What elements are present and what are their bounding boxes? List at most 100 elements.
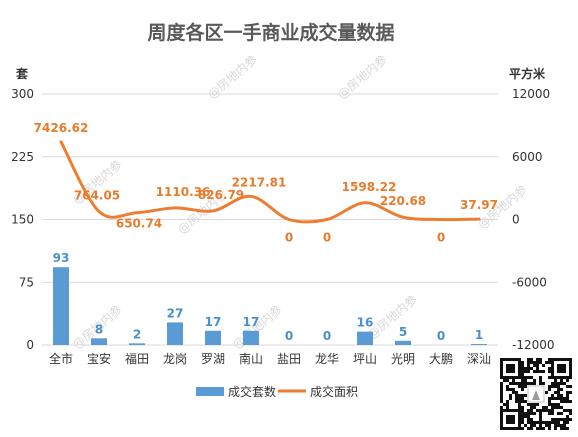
left-axis-unit: 套 — [15, 66, 29, 81]
qr-module — [509, 382, 512, 385]
qr-module — [521, 370, 524, 373]
line-label-11: 37.97 — [460, 198, 498, 212]
qr-module — [506, 388, 509, 391]
qr-module — [554, 424, 557, 427]
qr-module — [533, 421, 536, 424]
qr-module — [530, 382, 533, 385]
x-tick-label-2: 福田 — [125, 351, 149, 366]
qr-module — [542, 409, 545, 412]
qr-module — [554, 379, 557, 382]
qr-module — [521, 388, 524, 391]
qr-code — [498, 356, 574, 432]
qr-module — [518, 403, 521, 406]
qr-module — [557, 424, 560, 427]
qr-module — [521, 364, 524, 367]
qr-module — [524, 394, 527, 397]
qr-module — [554, 403, 557, 406]
qr-module — [521, 418, 524, 421]
qr-module — [560, 412, 563, 415]
qr-module — [551, 406, 554, 409]
qr-module — [509, 397, 512, 400]
legend-label-bar: 成交套数 — [228, 384, 276, 399]
bar-series: 93 8 2 27 17 17 0 0 16 5 0 1 — [53, 251, 487, 345]
qr-module — [548, 367, 551, 370]
x-tick-label-4: 罗湖 — [201, 351, 225, 366]
qr-module — [545, 421, 548, 424]
bar-8 — [357, 331, 373, 345]
qr-module — [536, 361, 539, 364]
qr-module — [563, 424, 566, 427]
qr-module — [521, 400, 524, 403]
bar-3 — [167, 322, 183, 345]
qr-finder-outer-2 — [500, 409, 521, 430]
qr-module — [533, 379, 536, 382]
qr-module — [539, 376, 542, 379]
line-label-4: 826.79 — [198, 188, 244, 202]
qr-module — [560, 397, 563, 400]
qr-module — [527, 409, 530, 412]
qr-module — [527, 412, 530, 415]
qr-module — [500, 400, 503, 403]
qr-module — [548, 397, 551, 400]
qr-module — [545, 424, 548, 427]
qr-module — [500, 394, 503, 397]
bar-9 — [395, 340, 411, 345]
qr-finder-outer-0 — [500, 358, 521, 379]
left-tick-label-4: 300 — [11, 87, 34, 101]
qr-module — [563, 400, 566, 403]
qr-module — [566, 391, 569, 394]
qr-module — [566, 409, 569, 412]
qr-module — [539, 427, 542, 430]
bar-11 — [471, 344, 487, 345]
qr-finder-inner-2 — [506, 415, 515, 424]
qr-module — [569, 418, 572, 421]
qr-module — [536, 421, 539, 424]
left-tick-label-0: 0 — [26, 338, 34, 352]
qr-module — [518, 406, 521, 409]
line-label-9: 220.68 — [380, 194, 426, 208]
legend: 成交套数 成交面积 — [196, 384, 358, 399]
line-label-3: 1110.36 — [156, 185, 211, 199]
qr-module — [527, 358, 530, 361]
qr-module — [533, 406, 536, 409]
qr-module — [554, 382, 557, 385]
qr-module — [569, 412, 572, 415]
qr-module — [518, 397, 521, 400]
qr-module — [557, 397, 560, 400]
qr-module — [524, 370, 527, 373]
qr-module — [557, 421, 560, 424]
qr-module — [563, 409, 566, 412]
line-label-0: 7426.62 — [34, 121, 89, 135]
qr-finder-inner-0 — [506, 364, 515, 373]
qr-module — [539, 424, 542, 427]
qr-module — [545, 391, 548, 394]
qr-module — [542, 382, 545, 385]
qr-module — [521, 382, 524, 385]
qr-module — [509, 394, 512, 397]
qr-module — [500, 388, 503, 391]
qr-module — [557, 418, 560, 421]
qr-module — [566, 421, 569, 424]
qr-module — [566, 385, 569, 388]
line-label-7: 0 — [323, 231, 331, 245]
qr-module — [518, 382, 521, 385]
qr-module — [521, 373, 524, 376]
qr-module — [530, 421, 533, 424]
qr-module — [506, 400, 509, 403]
right-tick-label-1: -6000 — [512, 275, 547, 289]
qr-module — [554, 385, 557, 388]
qr-module — [524, 379, 527, 382]
qr-module — [560, 388, 563, 391]
bar-5 — [243, 330, 259, 345]
qr-module — [527, 376, 530, 379]
right-tick-label-4: 12000 — [512, 87, 550, 101]
qr-module — [530, 358, 533, 361]
qr-module — [566, 394, 569, 397]
qr-finder-outer-1 — [551, 358, 572, 379]
qr-module — [548, 409, 551, 412]
x-tick-label-7: 龙华 — [315, 352, 339, 366]
qr-module — [524, 385, 527, 388]
bar-label-3: 27 — [167, 306, 184, 320]
bar-label-6: 0 — [285, 329, 293, 343]
